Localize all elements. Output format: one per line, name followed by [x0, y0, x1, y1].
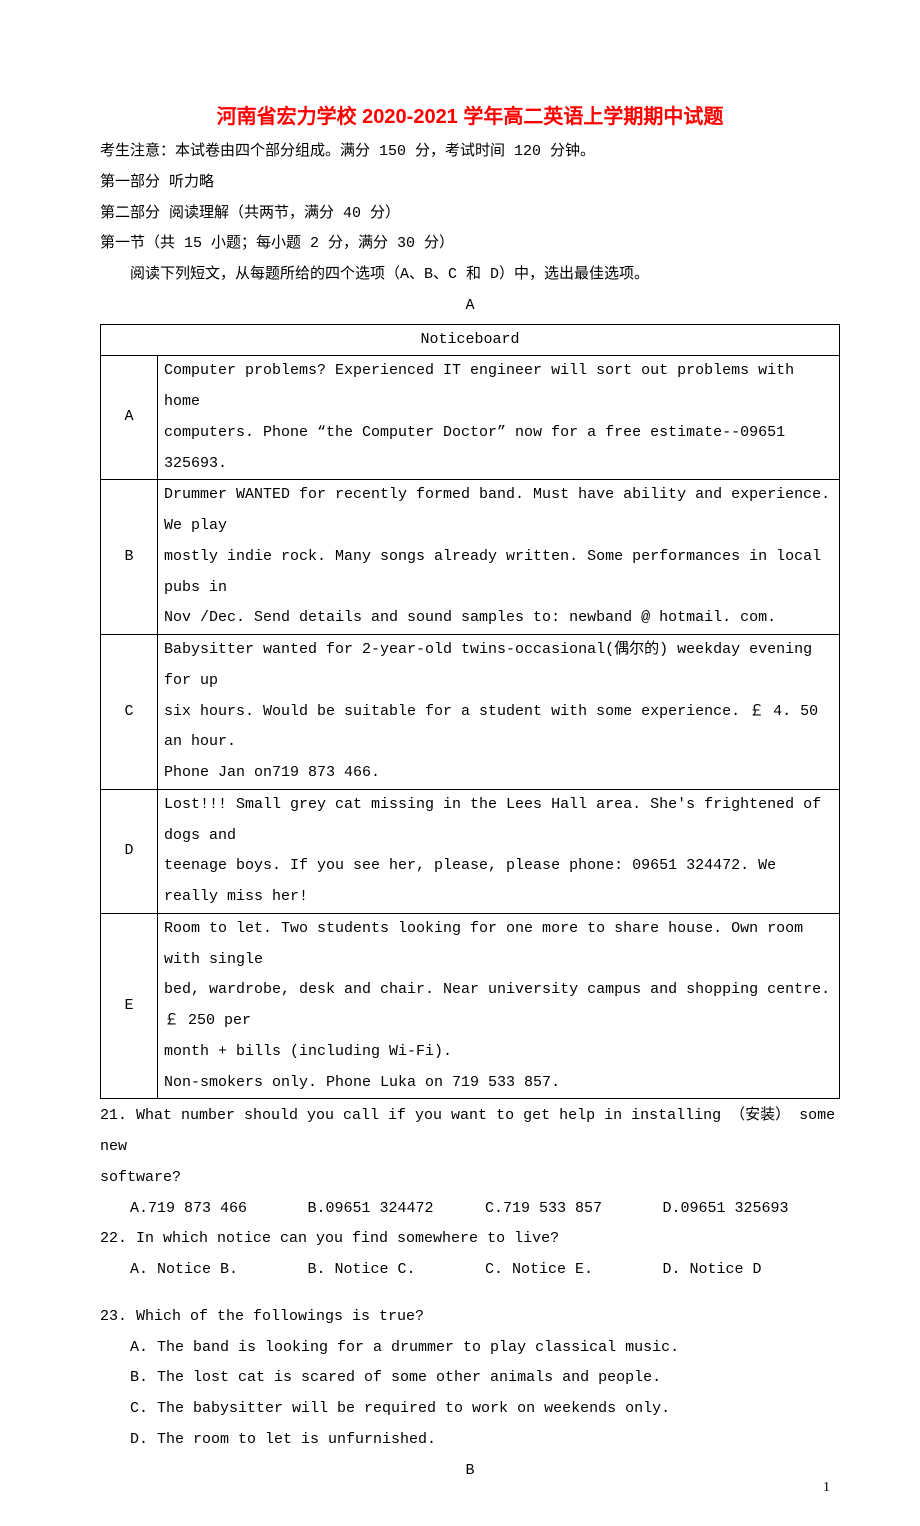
noticeboard-table: Noticeboard A Computer problems? Experie…	[100, 324, 840, 1100]
notice-line: Phone Jan on719 873 466.	[164, 758, 833, 789]
q23-opt-c: C. The babysitter will be required to wo…	[100, 1394, 840, 1425]
q21-opt-b: B.09651 324472	[308, 1194, 486, 1225]
notice-label-a: A	[101, 356, 158, 480]
q22-opt-b: B. Notice C.	[308, 1255, 486, 1286]
notice-line: Computer problems? Experienced IT engine…	[164, 356, 833, 418]
table-row: C Babysitter wanted for 2-year-old twins…	[101, 635, 840, 790]
q23-opt-b: B. The lost cat is scared of some other …	[100, 1363, 840, 1394]
q22-opt-d: D. Notice D	[663, 1255, 841, 1286]
notice-content-d: Lost!!! Small grey cat missing in the Le…	[158, 789, 840, 913]
notice-line: bed, wardrobe, desk and chair. Near univ…	[164, 975, 833, 1037]
q21-stem1: 21. What number should you call if you w…	[100, 1101, 840, 1163]
q22-opt-a: A. Notice B.	[130, 1255, 308, 1286]
notice-line: Drummer WANTED for recently formed band.…	[164, 480, 833, 542]
exam-page: 河南省宏力学校 2020-2021 学年高二英语上学期期中试题 考生注意：本试卷…	[0, 0, 920, 1526]
passage-letter-a: A	[100, 291, 840, 322]
notice-line: Babysitter wanted for 2-year-old twins-o…	[164, 635, 833, 697]
q22-opt-c: C. Notice E.	[485, 1255, 663, 1286]
table-header: Noticeboard	[101, 324, 840, 356]
q21-stem2: software?	[100, 1163, 840, 1194]
notice-content-c: Babysitter wanted for 2-year-old twins-o…	[158, 635, 840, 790]
q23-stem: 23. Which of the followings is true?	[100, 1302, 840, 1333]
part1-line: 第一部分 听力略	[100, 168, 840, 199]
table-row: E Room to let. Two students looking for …	[101, 913, 840, 1099]
q23-opt-a: A. The band is looking for a drummer to …	[100, 1333, 840, 1364]
notice-line: month + bills (including Wi-Fi).	[164, 1037, 833, 1068]
notice-label-e: E	[101, 913, 158, 1099]
notice-line: teenage boys. If you see her, please, pl…	[164, 851, 833, 913]
notice-line: Room to let. Two students looking for on…	[164, 914, 833, 976]
page-number: 1	[823, 1480, 830, 1496]
notice-line: Nov /Dec. Send details and sound samples…	[164, 603, 833, 634]
notice-line: Lost!!! Small grey cat missing in the Le…	[164, 790, 833, 852]
q21-opt-c: C.719 533 857	[485, 1194, 663, 1225]
notice-content-a: Computer problems? Experienced IT engine…	[158, 356, 840, 480]
sec1-line: 第一节（共 15 小题；每小题 2 分，满分 30 分）	[100, 229, 840, 260]
notice-content-e: Room to let. Two students looking for on…	[158, 913, 840, 1099]
notice-line: Non-smokers only. Phone Luka on 719 533 …	[164, 1068, 833, 1099]
q23-opt-d: D. The room to let is unfurnished.	[100, 1425, 840, 1456]
intro-line: 考生注意：本试卷由四个部分组成。满分 150 分，考试时间 120 分钟。	[100, 137, 840, 168]
page-title: 河南省宏力学校 2020-2021 学年高二英语上学期期中试题	[100, 100, 840, 129]
notice-label-d: D	[101, 789, 158, 913]
notice-line: mostly indie rock. Many songs already wr…	[164, 542, 833, 604]
q21-options: A.719 873 466 B.09651 324472 C.719 533 8…	[100, 1194, 840, 1225]
q22-options: A. Notice B. B. Notice C. C. Notice E. D…	[100, 1255, 840, 1286]
q21-opt-d: D.09651 325693	[663, 1194, 841, 1225]
notice-line: six hours. Would be suitable for a stude…	[164, 697, 833, 759]
part2-line: 第二部分 阅读理解（共两节，满分 40 分）	[100, 199, 840, 230]
q22-stem: 22. In which notice can you find somewhe…	[100, 1224, 840, 1255]
q21-opt-a: A.719 873 466	[130, 1194, 308, 1225]
spacer	[100, 1286, 840, 1302]
notice-line: computers. Phone “the Computer Doctor” n…	[164, 418, 833, 480]
table-row: B Drummer WANTED for recently formed ban…	[101, 480, 840, 635]
notice-label-b: B	[101, 480, 158, 635]
notice-content-b: Drummer WANTED for recently formed band.…	[158, 480, 840, 635]
notice-label-c: C	[101, 635, 158, 790]
table-row: A Computer problems? Experienced IT engi…	[101, 356, 840, 480]
table-row: D Lost!!! Small grey cat missing in the …	[101, 789, 840, 913]
passage-letter-b: B	[100, 1456, 840, 1487]
instruction-line: 阅读下列短文，从每题所给的四个选项（A、B、C 和 D）中，选出最佳选项。	[100, 260, 840, 291]
